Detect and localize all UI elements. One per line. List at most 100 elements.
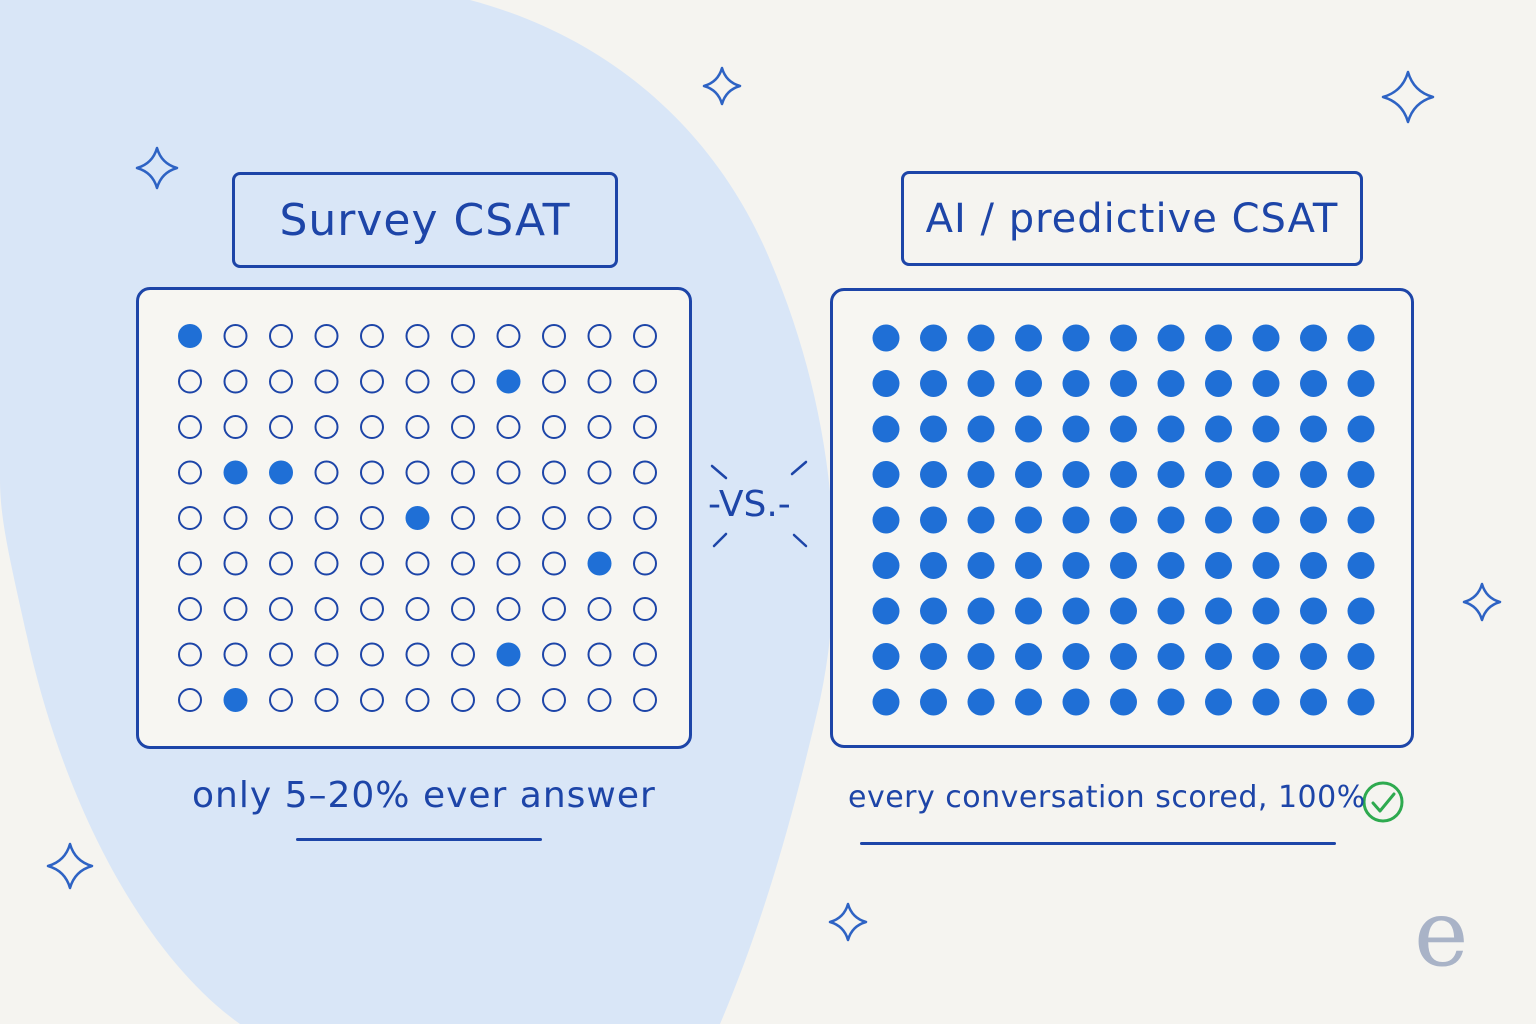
survey-dot-empty — [269, 324, 293, 348]
ai-dot-filled — [872, 688, 900, 716]
survey-dot-empty — [587, 324, 612, 348]
ai-dot-filled — [1347, 643, 1375, 670]
ai-dot-filled — [1157, 415, 1185, 443]
ai-dot-filled — [1110, 643, 1137, 670]
survey-dot-empty — [633, 324, 657, 348]
ai-dot-filled — [1205, 552, 1232, 579]
ai-dot-filled — [920, 688, 947, 716]
survey-dot-empty — [542, 688, 566, 712]
survey-dot-empty — [496, 506, 521, 530]
survey-dot-empty — [178, 597, 202, 621]
ai-dot-filled — [1110, 506, 1137, 534]
ai-csat-title: AI / predictive CSAT — [901, 171, 1363, 266]
survey-dot-empty — [542, 506, 566, 530]
ai-dot-filled — [1300, 688, 1327, 716]
survey-dot-empty — [360, 551, 384, 576]
survey-dot-empty — [633, 415, 657, 439]
ai-dot-filled — [872, 643, 900, 670]
survey-dot-empty — [360, 415, 384, 439]
ai-dot-filled — [872, 324, 900, 352]
survey-dot-empty — [223, 551, 248, 576]
ai-dot-filled — [1205, 324, 1232, 352]
survey-dot-empty — [451, 688, 475, 712]
survey-dot-empty — [223, 369, 248, 394]
ai-dot-filled — [920, 552, 947, 579]
survey-dot-empty — [269, 369, 293, 394]
survey-dot-empty — [314, 551, 339, 576]
survey-dot-empty — [314, 642, 339, 667]
survey-dot-empty — [178, 415, 202, 439]
ai-dot-filled — [1205, 688, 1232, 716]
survey-dot-empty — [223, 415, 248, 439]
survey-dot-empty — [542, 551, 566, 576]
survey-dot-empty — [496, 597, 521, 621]
ai-dot-filled — [1157, 643, 1185, 670]
survey-dot-empty — [405, 369, 430, 394]
ai-dot-filled — [872, 461, 900, 488]
survey-dot-empty — [178, 369, 202, 394]
ai-dot-filled — [1300, 415, 1327, 443]
ai-dot-filled — [1300, 324, 1327, 352]
ai-dot-filled — [1252, 324, 1280, 352]
survey-dot-empty — [269, 597, 293, 621]
survey-dot-empty — [451, 597, 475, 621]
sparkle-icon — [828, 902, 868, 942]
survey-dot-empty — [587, 506, 612, 530]
ai-dot-grid-svg — [872, 324, 1375, 716]
survey-dot-empty — [360, 506, 384, 530]
ai-dot-filled — [920, 506, 947, 534]
survey-dot-empty — [496, 324, 521, 348]
survey-dot-empty — [542, 460, 566, 485]
ai-dot-filled — [1205, 461, 1232, 488]
survey-dot-empty — [451, 369, 475, 394]
survey-dot-empty — [269, 415, 293, 439]
ai-dot-filled — [1300, 597, 1327, 625]
check-circle-icon — [1362, 781, 1404, 823]
survey-dot-filled — [496, 642, 521, 667]
ai-dot-filled — [1015, 506, 1042, 534]
ai-dot-grid — [830, 288, 1414, 748]
ai-dot-filled — [1062, 461, 1090, 488]
ai-dot-filled — [1252, 688, 1280, 716]
survey-dot-empty — [360, 597, 384, 621]
ai-dot-filled — [1110, 370, 1137, 397]
survey-dot-filled — [269, 460, 293, 485]
sparkle-icon — [135, 146, 179, 190]
ai-dot-filled — [920, 643, 947, 670]
survey-caption-highlight: 5–20% ever answer — [284, 775, 656, 816]
ai-dot-filled — [1347, 370, 1375, 397]
survey-dot-filled — [587, 551, 612, 576]
survey-dot-empty — [178, 688, 202, 712]
ai-dot-filled — [1205, 415, 1232, 443]
survey-dot-empty — [405, 688, 430, 712]
sparkle-group — [46, 66, 1502, 942]
ai-dot-filled — [1347, 552, 1375, 579]
survey-dot-empty — [451, 506, 475, 530]
ai-dot-filled — [1062, 643, 1090, 670]
ai-dot-filled — [872, 370, 900, 397]
ai-dot-filled — [1252, 415, 1280, 443]
survey-dot-empty — [269, 506, 293, 530]
survey-dot-filled — [496, 369, 521, 394]
survey-dot-empty — [314, 460, 339, 485]
ai-dot-filled — [1300, 461, 1327, 488]
ai-dot-filled — [967, 597, 995, 625]
survey-dot-empty — [633, 597, 657, 621]
survey-dot-filled — [223, 688, 248, 712]
survey-dot-empty — [451, 324, 475, 348]
ai-dot-filled — [920, 370, 947, 397]
ai-dot-filled — [1015, 324, 1042, 352]
ai-dot-filled — [967, 552, 995, 579]
survey-dot-empty — [360, 688, 384, 712]
ai-dot-filled — [1015, 552, 1042, 579]
ai-dot-filled — [1347, 688, 1375, 716]
survey-dot-empty — [451, 415, 475, 439]
survey-dot-empty — [314, 597, 339, 621]
ai-dot-filled — [1347, 415, 1375, 443]
survey-dot-empty — [269, 688, 293, 712]
ai-dot-filled — [1015, 415, 1042, 443]
ai-dot-filled — [872, 597, 900, 625]
survey-dot-empty — [451, 551, 475, 576]
survey-dot-empty — [451, 460, 475, 485]
sparkle-icon — [702, 66, 742, 106]
